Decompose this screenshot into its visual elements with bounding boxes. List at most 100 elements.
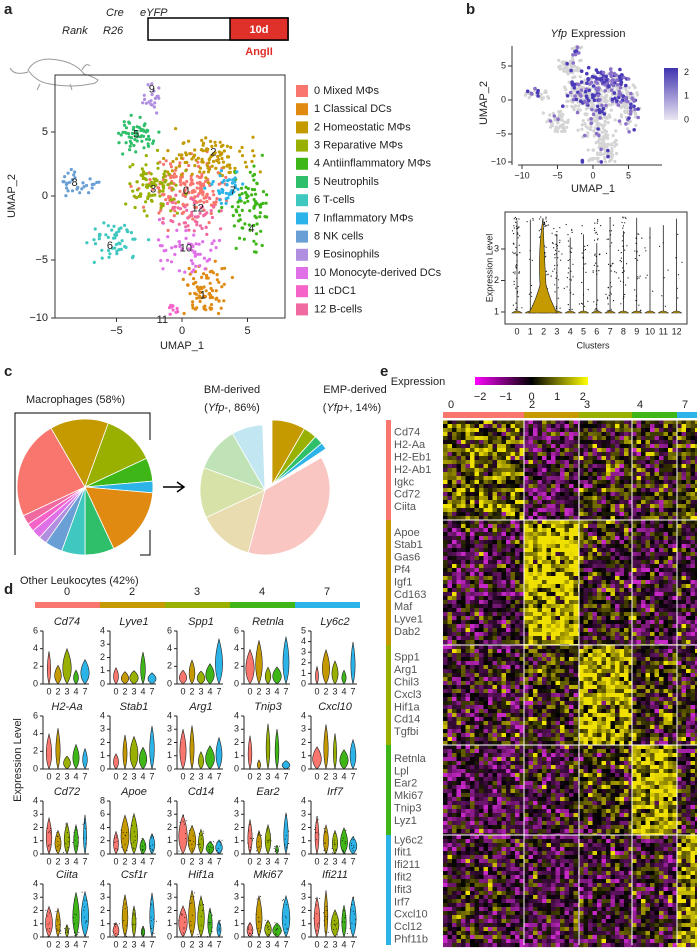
y-tick-label: 2 <box>100 905 105 915</box>
heatmap-cell <box>583 452 589 457</box>
cell-dot <box>611 242 613 244</box>
y-tick-label: 1 <box>301 668 306 678</box>
heatmap-cell <box>510 452 516 457</box>
cell-dot <box>86 899 88 901</box>
gene-eyfp: eYFP <box>140 7 168 19</box>
cell-point <box>238 213 242 217</box>
heatmap-cell <box>672 532 678 537</box>
heatmap-cell <box>659 464 664 469</box>
heatmap-cell <box>619 444 625 449</box>
yfp-point <box>573 94 577 98</box>
heatmap-cell <box>569 464 574 469</box>
heatmap-cell <box>456 536 462 541</box>
y-tick-label: 1 <box>100 750 105 760</box>
heatmap-cell <box>492 444 498 449</box>
cell-point <box>172 197 176 201</box>
cell-dot <box>126 907 128 909</box>
cell-dot <box>73 832 75 834</box>
heatmap-cell <box>654 476 660 481</box>
heatmap-cell <box>672 472 678 477</box>
cell-dot <box>210 841 212 843</box>
heatmap-cell <box>542 532 547 537</box>
y-tick-label: 2 <box>234 737 239 747</box>
cell-dot <box>188 830 190 832</box>
cell-dot <box>275 933 277 935</box>
violin <box>341 669 347 685</box>
heatmap-cell <box>681 468 687 473</box>
violin <box>333 733 337 770</box>
heatmap-cell <box>615 464 620 469</box>
heatmap-cell <box>497 468 502 473</box>
cell-dot <box>142 845 144 847</box>
yfp-point <box>603 89 608 93</box>
x-tick-label: 3 <box>131 939 136 949</box>
heatmap-cell <box>579 424 584 429</box>
heatmap-cell <box>515 432 520 437</box>
heatmap-cell <box>555 464 561 469</box>
violin <box>54 664 62 685</box>
x-tick-label: 5 <box>244 325 250 337</box>
cell-dot <box>82 823 84 825</box>
y-tick-label: 0 <box>100 931 105 941</box>
cell-point <box>157 130 161 134</box>
cell-dot <box>353 913 355 915</box>
heatmap-cell <box>555 468 561 473</box>
heatmap-cell <box>524 452 529 457</box>
heatmap-cell <box>483 528 489 533</box>
heatmap-cell <box>492 420 498 425</box>
heatmap-cell <box>443 508 448 513</box>
heatmap-cell <box>474 428 480 433</box>
cell-dot <box>217 929 219 931</box>
cell-point <box>198 224 202 228</box>
heatmap-cell <box>452 508 457 513</box>
cell-dot <box>285 917 287 919</box>
heatmap-cell <box>619 484 625 489</box>
heatmap-cell <box>632 524 637 529</box>
heatmap-cell <box>492 508 498 513</box>
heatmap-cell <box>645 528 651 533</box>
heatmap-cell <box>443 428 448 433</box>
cell-dot <box>336 923 338 925</box>
heatmap-cell <box>668 504 673 509</box>
heatmap-cell <box>497 448 502 453</box>
cell-point <box>159 208 163 212</box>
cell-point <box>576 128 580 132</box>
violin <box>196 670 206 685</box>
heatmap-cell <box>573 492 579 497</box>
violin <box>349 896 357 938</box>
heatmap-cell <box>573 464 579 469</box>
heatmap-cell <box>650 532 655 537</box>
heatmap-cell <box>677 516 682 521</box>
heatmap-cell <box>601 508 607 513</box>
heatmap-cell <box>579 488 584 493</box>
heatmap-cell <box>579 476 584 481</box>
heatmap-cell <box>519 428 525 433</box>
cell-point <box>599 152 603 156</box>
cell-dot <box>125 925 127 927</box>
violin <box>80 890 90 938</box>
cell-point <box>236 200 240 204</box>
heatmap-cell <box>551 492 556 497</box>
cell-dot <box>583 263 585 265</box>
cell-point <box>230 181 234 185</box>
heatmap-cell <box>501 448 507 453</box>
heatmap-cell <box>569 460 574 465</box>
cell-dot <box>622 217 624 219</box>
heatmap-cell <box>497 484 502 489</box>
cluster-label: 4 <box>637 399 643 411</box>
cell-dot <box>65 850 67 852</box>
cell-dot <box>543 223 545 225</box>
cell-dot <box>336 928 337 930</box>
heatmap-cell <box>479 420 484 425</box>
cell-dot <box>583 249 585 251</box>
cell-point <box>196 160 200 164</box>
cell-dot <box>554 249 557 251</box>
y-tick-label: 2 <box>234 822 239 832</box>
heatmap-cell <box>515 424 520 429</box>
cell-dot <box>211 930 213 932</box>
cell-dot <box>511 230 514 232</box>
heatmap-cell <box>686 492 691 497</box>
violin <box>120 671 130 685</box>
cell-point <box>141 134 146 138</box>
heatmap-cell <box>619 520 625 525</box>
